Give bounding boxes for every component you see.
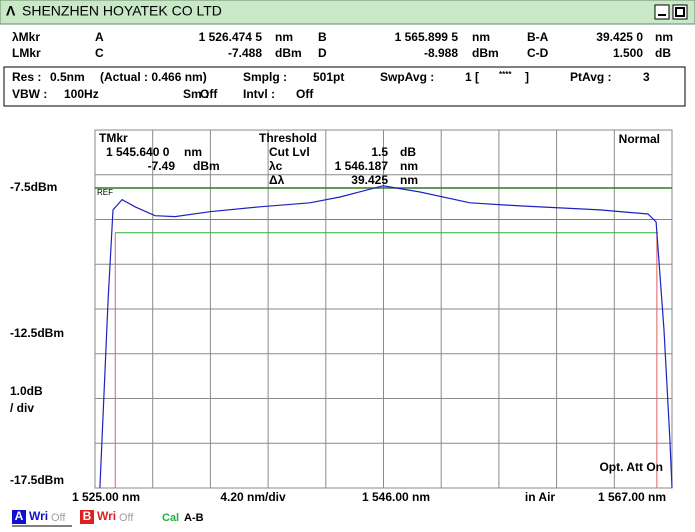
value: 0.5nm — [50, 70, 85, 84]
value: 1.500 — [613, 46, 643, 60]
ref-tag: REF — [97, 188, 113, 197]
window-title: SHENZHEN HOYATEK CO LTD — [22, 3, 222, 19]
attenuator: Opt. Att On — [599, 460, 663, 474]
unit: nm — [275, 30, 293, 44]
settings-panel — [3, 66, 686, 107]
unit: dBm — [275, 46, 302, 60]
label: PtAvg : — [570, 70, 612, 84]
x-span: 4.20 nm/div — [220, 490, 286, 504]
x-label: 1 567.00 nm — [598, 490, 666, 504]
mode: Normal — [619, 132, 660, 146]
trace-b-mode: Wri — [97, 509, 116, 523]
unit: nm — [400, 173, 418, 187]
label: Threshold — [259, 131, 317, 145]
value: 1 [ — [465, 70, 479, 84]
unit: dB — [655, 46, 671, 60]
label: Intvl : — [243, 87, 275, 101]
value: 1 526.474 5 — [199, 30, 263, 44]
y-scale-unit: / div — [10, 401, 34, 415]
label: Δλ — [269, 173, 285, 187]
label: Res : — [12, 70, 41, 84]
unit: nm — [184, 145, 202, 159]
value: 39.425 — [351, 173, 388, 187]
value: ] — [525, 70, 529, 84]
cal-mode: A-B — [184, 512, 204, 524]
trace — [99, 185, 673, 488]
label: B-A — [527, 30, 549, 44]
value: 39.425 0 — [596, 30, 643, 44]
y-label: -17.5dBm — [10, 473, 64, 487]
label: SwpAvg : — [380, 70, 434, 84]
label: VBW : — [12, 87, 47, 101]
label: Sm : — [183, 87, 209, 101]
y-scale: 1.0dB — [10, 384, 43, 398]
unit: dBm — [193, 159, 220, 173]
unit: nm — [400, 159, 418, 173]
trace-b-state: Off — [119, 512, 134, 524]
value: 1 546.187 — [335, 159, 389, 173]
trace-a-state: Off — [51, 512, 66, 524]
label: B — [318, 30, 327, 44]
label: λMkr — [12, 30, 40, 44]
app-icon: Λ — [6, 3, 16, 19]
medium: in Air — [525, 490, 556, 504]
value: 1.5 — [371, 145, 388, 159]
maximize-icon — [675, 7, 685, 17]
trace-a-badge[interactable] — [12, 510, 26, 524]
label: λc — [269, 159, 283, 173]
label: LMkr — [12, 46, 41, 60]
value: 1 565.899 5 — [395, 30, 459, 44]
label: C-D — [527, 46, 549, 60]
value: -7.488 — [228, 46, 262, 60]
cal: Cal — [162, 512, 179, 524]
x-label: 1 546.00 nm — [362, 490, 430, 504]
trace-b: B — [83, 509, 92, 523]
plot-marks — [95, 185, 673, 488]
unit: dB — [400, 145, 416, 159]
trace-a-mode: Wri — [29, 509, 48, 523]
label: D — [318, 46, 327, 60]
value: 3 — [643, 70, 650, 84]
label: TMkr — [99, 131, 128, 145]
minimize-button[interactable] — [654, 4, 670, 20]
unit: nm — [655, 30, 673, 44]
unit: nm — [472, 30, 490, 44]
value: 1 545.640 0 — [106, 145, 170, 159]
value: Off — [200, 87, 218, 101]
plot-grid — [94, 129, 673, 489]
label: C — [95, 46, 104, 60]
unit: dBm — [472, 46, 499, 60]
label: A — [95, 30, 104, 44]
value: (Actual : 0.466 nm) — [100, 70, 207, 84]
value: 501pt — [313, 70, 344, 84]
trace-b-badge[interactable] — [80, 510, 94, 524]
y-label: -7.5dBm — [10, 180, 57, 194]
value: -7.49 — [148, 159, 176, 173]
label: Cut Lvl — [269, 145, 310, 159]
value: **** — [499, 70, 512, 79]
label: Smplg : — [243, 70, 287, 84]
value: Off — [296, 87, 314, 101]
value: -8.988 — [424, 46, 458, 60]
trace-a: A — [15, 509, 24, 523]
title-bar — [0, 0, 695, 25]
value: 100Hz — [64, 87, 99, 101]
y-label: -12.5dBm — [10, 326, 64, 340]
x-label: 1 525.00 nm — [72, 490, 140, 504]
